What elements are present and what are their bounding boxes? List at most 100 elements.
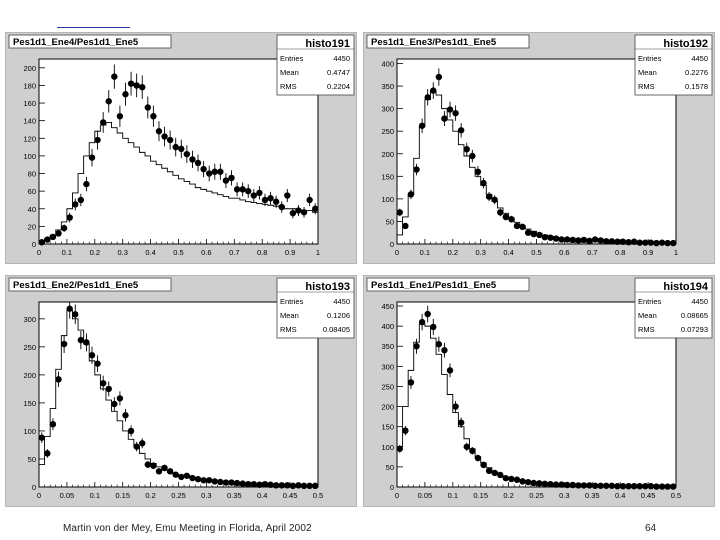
chart3-point-1 <box>44 450 51 457</box>
chart1-point-17 <box>133 82 140 89</box>
chart1-point-14 <box>116 113 124 120</box>
chart2-point-27 <box>547 234 554 241</box>
chart3-stats-label-2: RMS <box>280 325 297 334</box>
chart3-xtick-label-9: 0.45 <box>283 491 298 500</box>
chart2-point-23 <box>524 229 532 236</box>
chart1-point-9 <box>88 154 96 161</box>
chart3-point-11 <box>99 380 107 387</box>
chart4-point-44 <box>642 482 649 490</box>
chart3-point-21 <box>155 468 163 475</box>
chart4-stats-label-0: Entries <box>638 297 662 306</box>
chart4-point-28 <box>552 481 560 488</box>
chart4-ytick-label-2: 100 <box>381 443 394 452</box>
chart2-point-14 <box>474 168 482 176</box>
chart4-point-39 <box>614 482 621 490</box>
chart3-point-19 <box>144 461 152 468</box>
chart3-point-14 <box>116 395 124 402</box>
chart1-xtick-label-10: 1 <box>316 248 320 257</box>
chart4-xtick-label-0: 0 <box>395 491 399 500</box>
chart1-point-16 <box>127 80 135 87</box>
chart3-point-24 <box>172 471 179 478</box>
chart3-point-12 <box>105 385 112 393</box>
chart4-point-23 <box>524 478 532 486</box>
chart2-point-18 <box>497 209 504 216</box>
chart2-stats-value-2: 0.1578 <box>685 82 708 91</box>
chart4-ytick-label-8: 400 <box>381 322 394 331</box>
chart1-point-11 <box>99 119 107 126</box>
chart4-ytick-label-1: 50 <box>386 463 394 472</box>
chart4-point-24 <box>530 479 537 487</box>
chart2-point-45 <box>647 239 655 246</box>
chart3-point-28 <box>194 475 202 483</box>
chart3-point-49 <box>312 482 319 490</box>
chart2-point-43 <box>636 239 643 246</box>
chart1-point-34 <box>228 174 235 182</box>
chart1-point-3 <box>55 230 62 237</box>
chart2-xtick-label-10: 1 <box>674 248 678 257</box>
chart1-stats-label-0: Entries <box>280 54 304 63</box>
chart1-xtick-label-9: 0.9 <box>285 248 295 257</box>
chart1-step-histogram <box>38 121 318 244</box>
chart4-ytick-label-3: 150 <box>381 423 394 432</box>
chart4-xtick-label-8: 0.4 <box>615 491 625 500</box>
chart4-point-9 <box>446 367 454 374</box>
chart4-point-36 <box>597 482 604 489</box>
chart3-xtick-label-10: 0.5 <box>313 491 323 500</box>
chart2-ytick-label-4: 200 <box>381 150 394 159</box>
chart3-xtick-label-0: 0 <box>37 491 41 500</box>
chart2-point-49 <box>670 239 677 247</box>
histogram-panel-4: Pes1d1_Ene1/Pes1d1_Ene5 histo194 Entries 44… <box>363 275 715 507</box>
chart3-stats-value-0: 4450 <box>333 297 350 306</box>
chart2-point-35 <box>591 236 599 243</box>
chart1-point-0 <box>38 239 45 246</box>
chart4-xtick-label-10: 0.5 <box>671 491 681 500</box>
chart4-xtick-label-1: 0.05 <box>418 491 433 500</box>
chart1-point-10 <box>94 136 101 144</box>
chart2-xtick-label-5: 0.5 <box>531 248 541 257</box>
chart2-point-21 <box>513 222 521 230</box>
chart3-point-30 <box>205 477 213 484</box>
chart1-point-33 <box>222 177 230 184</box>
chart4-stats-label-1: Mean <box>638 311 657 320</box>
chart3-point-4 <box>60 340 68 348</box>
chart2-ytick-label-3: 150 <box>381 172 394 181</box>
chart4-point-45 <box>647 482 655 490</box>
chart2-point-4 <box>418 122 426 129</box>
chart4-point-29 <box>558 481 565 488</box>
chart2-ytick-label-0: 0 <box>390 240 394 249</box>
chart2-point-19 <box>502 213 510 221</box>
chart1-xtick-label-6: 0.6 <box>201 248 211 257</box>
chart3-point-5 <box>66 305 73 312</box>
chart3-point-44 <box>284 482 291 489</box>
chart3-point-23 <box>166 468 174 475</box>
chart2-point-11 <box>457 127 465 134</box>
chart1-point-6 <box>72 201 79 208</box>
chart4-point-14 <box>474 454 482 462</box>
chart3-point-27 <box>189 474 196 482</box>
chart2-ytick-label-7: 350 <box>381 82 394 91</box>
chart3-point-13 <box>111 400 118 408</box>
chart1-point-8 <box>83 180 90 188</box>
chart2-stats-label-2: RMS <box>638 82 655 91</box>
chart2-ytick-label-8: 400 <box>381 60 394 69</box>
chart2-plot-frame <box>396 58 677 245</box>
chart1-point-2 <box>49 233 57 241</box>
chart1-stats-name: histo191 <box>305 38 350 50</box>
chart4-point-3 <box>413 343 420 350</box>
chart3-point-9 <box>88 352 96 359</box>
chart1-xtick-label-2: 0.2 <box>90 248 100 257</box>
chart4-point-25 <box>536 480 543 487</box>
chart1-point-23 <box>166 136 174 144</box>
chart1-xtick-label-4: 0.4 <box>145 248 155 257</box>
chart3-xtick-label-8: 0.4 <box>257 491 267 500</box>
chart2-point-20 <box>508 215 515 223</box>
chart2-point-12 <box>463 146 470 153</box>
chart3-stats-value-2: 0.08405 <box>323 325 350 334</box>
chart1-point-22 <box>161 133 168 140</box>
chart4-point-5 <box>424 310 431 318</box>
chart1-xtick-label-8: 0.8 <box>257 248 267 257</box>
chart1-point-36 <box>239 186 246 193</box>
chart1-xtick-label-5: 0.5 <box>173 248 183 257</box>
